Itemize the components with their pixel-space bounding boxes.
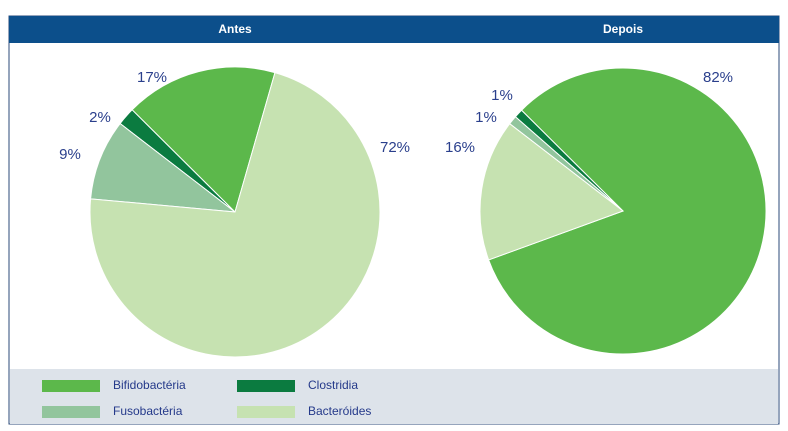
legend-label: Clostridia	[308, 378, 358, 392]
data-label: 1%	[475, 109, 497, 126]
data-label: 16%	[445, 139, 475, 156]
legend-swatch	[237, 406, 295, 418]
legend-swatch	[237, 380, 295, 392]
data-label: 9%	[59, 146, 81, 163]
legend-label: Bacteróides	[308, 404, 371, 418]
legend-label: Bifidobactéria	[113, 378, 186, 392]
data-label: 17%	[137, 69, 167, 86]
legend-area	[10, 369, 778, 424]
legend-swatch	[42, 406, 100, 418]
pie-slice	[131, 66, 276, 213]
data-label: 72%	[380, 139, 410, 156]
header-bar	[9, 16, 779, 43]
data-label: 2%	[89, 109, 111, 126]
pie-slice	[90, 122, 237, 213]
legend-label: Fusobactéria	[113, 404, 183, 418]
legend-swatch	[42, 380, 100, 392]
pie-slice	[479, 123, 625, 261]
data-label: 1%	[491, 87, 513, 104]
chart-title: Antes	[218, 22, 252, 36]
pie-slice	[487, 67, 767, 355]
data-label: 82%	[703, 69, 733, 86]
pie-slice	[89, 71, 381, 358]
chart-title: Depois	[603, 22, 643, 36]
